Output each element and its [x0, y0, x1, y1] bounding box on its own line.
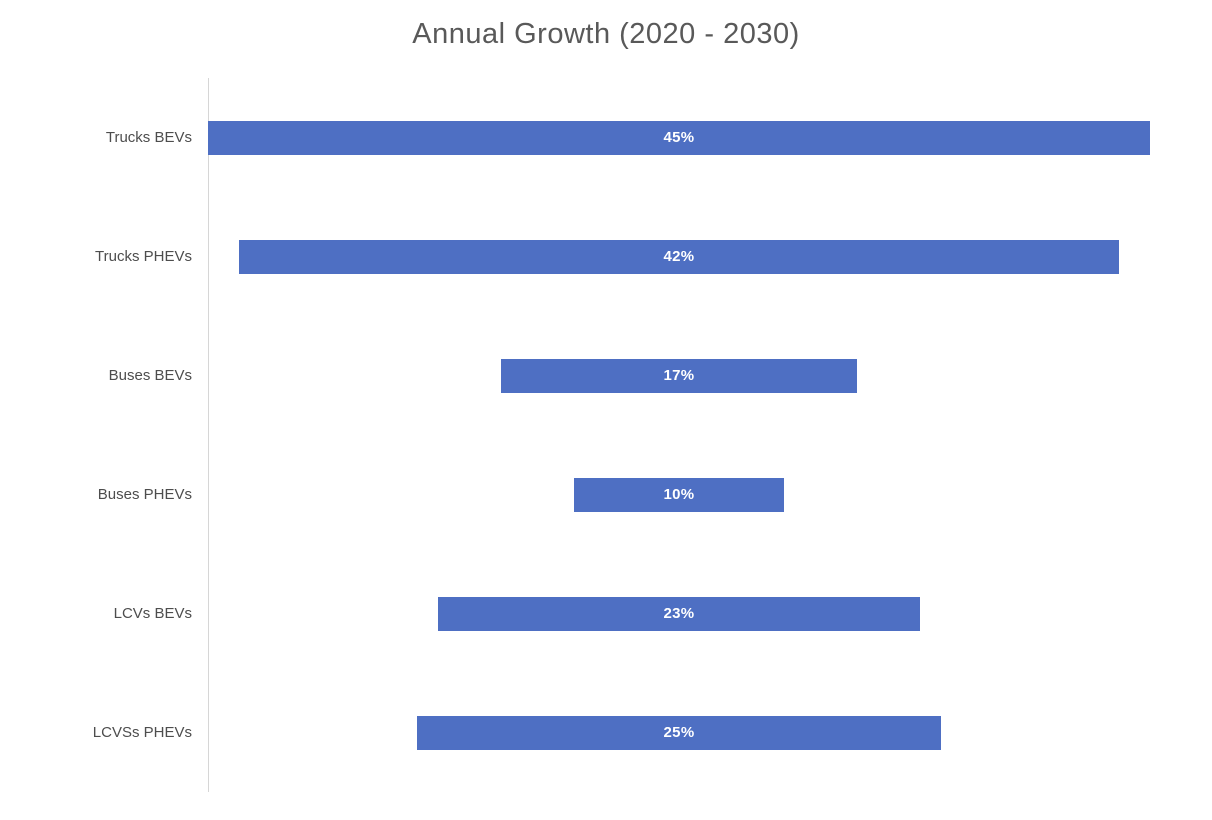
category-label: LCVs BEVs [113, 604, 192, 622]
category-label: Trucks PHEVs [95, 247, 192, 265]
bar-value-label: 25% [663, 724, 695, 741]
bar-value-label: 45% [663, 129, 695, 146]
category-label: LCVSs PHEVs [92, 723, 192, 741]
bar-value-label: 17% [663, 367, 695, 384]
bar: 10% [574, 477, 784, 512]
category-label: Trucks BEVs [105, 128, 192, 146]
bar-value-label: 42% [663, 248, 695, 265]
category-label: Buses BEVs [108, 366, 192, 384]
bar-value-label: 23% [663, 605, 695, 622]
category-label: Buses PHEVs [97, 485, 192, 503]
bar: 25% [417, 715, 941, 750]
bar: 42% [239, 239, 1119, 274]
bar-value-label: 10% [663, 486, 695, 503]
bar: 23% [438, 596, 920, 631]
bar: 17% [501, 358, 857, 393]
y-axis-line [208, 78, 209, 792]
chart-title: Annual Growth (2020 - 2030) [412, 18, 800, 50]
bar: 45% [208, 120, 1150, 155]
